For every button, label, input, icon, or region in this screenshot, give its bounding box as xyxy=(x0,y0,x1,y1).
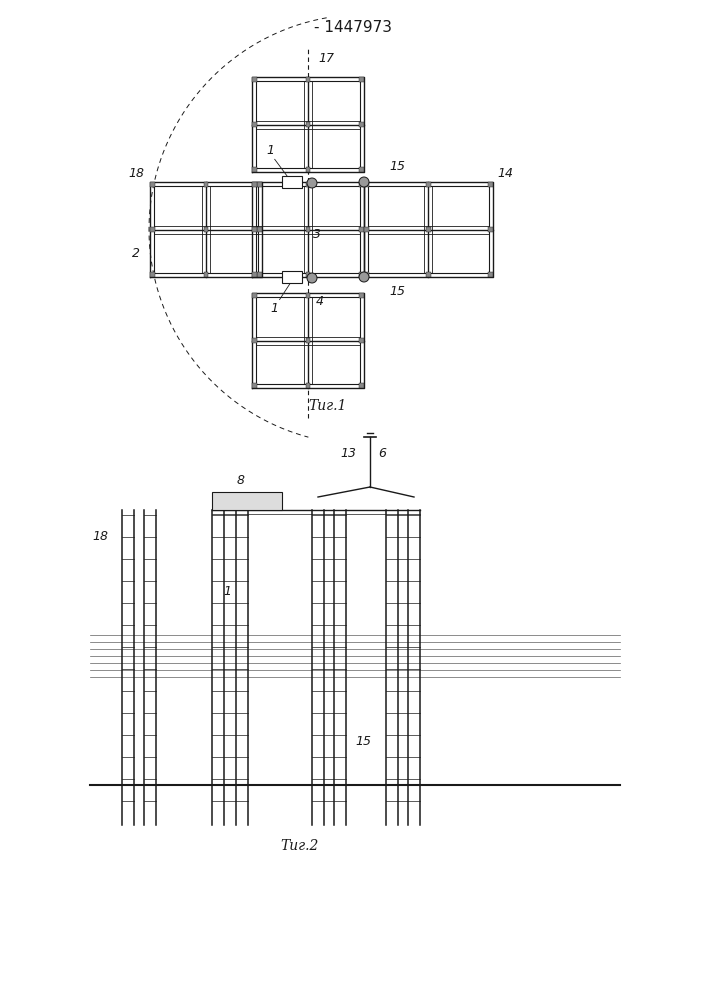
Text: 1: 1 xyxy=(266,144,274,157)
Bar xyxy=(426,272,431,277)
Text: - 1447973: - 1447973 xyxy=(314,20,392,35)
Text: 13: 13 xyxy=(340,447,356,460)
Text: 4: 4 xyxy=(316,295,324,308)
Bar xyxy=(252,77,257,82)
Bar xyxy=(204,182,209,187)
Bar xyxy=(257,272,262,277)
Text: 2: 2 xyxy=(132,247,140,260)
Bar xyxy=(488,182,493,187)
Bar xyxy=(305,338,310,343)
Circle shape xyxy=(359,272,369,282)
Bar xyxy=(252,122,257,127)
Bar xyxy=(282,271,302,283)
Bar xyxy=(305,122,310,127)
Text: 15: 15 xyxy=(355,735,371,748)
Bar xyxy=(364,227,369,232)
Bar xyxy=(150,182,155,187)
Bar xyxy=(359,293,364,298)
Bar xyxy=(305,77,310,82)
Circle shape xyxy=(359,177,369,187)
Bar xyxy=(359,272,364,277)
Bar xyxy=(252,272,257,277)
Bar xyxy=(252,383,257,388)
Bar xyxy=(252,293,257,298)
Text: 14: 14 xyxy=(498,167,514,180)
Bar xyxy=(305,182,310,187)
Bar xyxy=(212,492,282,510)
Bar xyxy=(257,182,262,187)
Text: 15: 15 xyxy=(389,285,405,298)
Bar xyxy=(150,272,155,277)
Bar xyxy=(488,227,493,232)
Bar xyxy=(364,182,369,187)
Bar xyxy=(359,77,364,82)
Bar xyxy=(305,383,310,388)
Bar xyxy=(488,272,493,277)
Bar xyxy=(305,227,310,232)
Bar xyxy=(359,167,364,172)
Text: 1: 1 xyxy=(223,585,231,598)
Bar xyxy=(282,176,302,188)
Text: 18: 18 xyxy=(128,167,144,180)
Bar xyxy=(305,272,310,277)
Text: 15: 15 xyxy=(389,160,405,173)
Bar xyxy=(426,227,431,232)
Bar xyxy=(252,227,257,232)
Bar xyxy=(426,182,431,187)
Bar xyxy=(359,383,364,388)
Text: Τиг.2: Τиг.2 xyxy=(281,839,319,853)
Circle shape xyxy=(307,273,317,283)
Bar xyxy=(359,338,364,343)
Text: 17: 17 xyxy=(318,52,334,65)
Text: 1: 1 xyxy=(270,302,278,315)
Text: 18: 18 xyxy=(92,530,108,543)
Bar xyxy=(359,182,364,187)
Bar xyxy=(359,122,364,127)
Bar xyxy=(252,167,257,172)
Bar xyxy=(364,272,369,277)
Text: Τиг.1: Τиг.1 xyxy=(309,399,347,413)
Bar xyxy=(359,227,364,232)
Circle shape xyxy=(307,178,317,188)
Bar xyxy=(252,338,257,343)
Bar xyxy=(150,227,155,232)
Bar xyxy=(204,272,209,277)
Bar xyxy=(257,227,262,232)
Bar xyxy=(305,293,310,298)
Text: 3: 3 xyxy=(313,228,321,240)
Bar xyxy=(305,167,310,172)
Bar xyxy=(252,182,257,187)
Text: 6: 6 xyxy=(378,447,386,460)
Text: 8: 8 xyxy=(237,474,245,487)
Bar xyxy=(204,227,209,232)
